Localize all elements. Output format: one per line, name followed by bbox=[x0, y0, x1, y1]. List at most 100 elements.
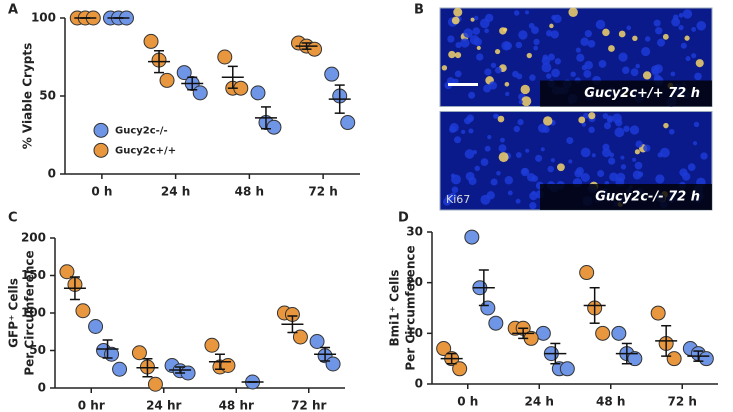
nucleus bbox=[602, 113, 609, 119]
data-point bbox=[559, 361, 575, 377]
nucleus bbox=[494, 66, 502, 74]
caption: Gucy2c+/+ 72 h bbox=[584, 86, 700, 101]
nucleus bbox=[635, 63, 640, 69]
nucleus bbox=[662, 33, 669, 40]
nucleus bbox=[547, 165, 554, 173]
nucleus bbox=[515, 198, 521, 204]
stain-label: Ki67 bbox=[446, 193, 470, 206]
data-point bbox=[204, 337, 220, 353]
nucleus bbox=[678, 12, 684, 18]
nucleus bbox=[644, 36, 651, 42]
nucleus bbox=[498, 144, 507, 153]
data-point bbox=[250, 85, 266, 101]
nucleus bbox=[580, 37, 589, 47]
data-point bbox=[112, 361, 128, 377]
nucleus bbox=[656, 38, 666, 47]
data-point bbox=[488, 315, 504, 331]
nucleus bbox=[463, 28, 473, 38]
nucleus bbox=[679, 168, 688, 177]
nucleus bbox=[449, 192, 457, 201]
caption-box bbox=[540, 80, 712, 107]
nucleus bbox=[663, 122, 669, 129]
nucleus bbox=[670, 71, 676, 77]
nucleus bbox=[622, 66, 630, 74]
nucleus bbox=[455, 42, 462, 49]
nucleus bbox=[468, 128, 474, 134]
caption: Gucy2c-/- 72 h bbox=[595, 190, 700, 205]
y-tick-label: 50 bbox=[29, 343, 46, 357]
data-point bbox=[436, 341, 452, 357]
nucleus bbox=[643, 144, 651, 152]
nucleus bbox=[516, 73, 523, 80]
nucleus bbox=[554, 58, 561, 65]
nucleus bbox=[465, 171, 475, 181]
nucleus bbox=[680, 42, 687, 49]
nucleus bbox=[541, 62, 552, 73]
nucleus bbox=[507, 190, 513, 196]
x-tick-label: 0 h bbox=[457, 395, 478, 409]
nucleus bbox=[486, 191, 495, 200]
nucleus bbox=[615, 119, 623, 127]
nucleus bbox=[452, 78, 459, 85]
data-point bbox=[143, 33, 159, 49]
nucleus bbox=[501, 41, 511, 51]
nucleus bbox=[659, 147, 670, 158]
nucleus bbox=[692, 141, 698, 146]
data-point bbox=[217, 49, 233, 65]
data-point bbox=[452, 361, 468, 377]
nucleus bbox=[472, 27, 481, 35]
panel-label: A bbox=[8, 3, 18, 18]
nucleus bbox=[626, 25, 632, 31]
nucleus bbox=[515, 152, 522, 158]
nucleus bbox=[460, 38, 470, 48]
data-point bbox=[325, 356, 341, 372]
data-point bbox=[266, 119, 282, 135]
nucleus bbox=[474, 165, 480, 172]
nucleus bbox=[694, 72, 702, 81]
nucleus bbox=[580, 147, 591, 158]
nucleus bbox=[570, 71, 576, 77]
nucleus bbox=[529, 191, 538, 201]
data-point bbox=[480, 300, 496, 316]
nucleus bbox=[454, 136, 462, 144]
nucleus bbox=[578, 116, 586, 124]
nucleus bbox=[529, 202, 537, 210]
nucleus bbox=[537, 123, 548, 133]
nucleus bbox=[691, 26, 697, 32]
nucleus bbox=[671, 17, 681, 27]
nucleus bbox=[550, 158, 555, 163]
nucleus bbox=[608, 45, 615, 52]
x-tick-label: 24 h bbox=[161, 185, 190, 199]
nucleus bbox=[476, 45, 481, 51]
nucleus bbox=[575, 47, 581, 53]
nucleus bbox=[580, 173, 590, 182]
nucleus bbox=[497, 115, 505, 123]
nucleus bbox=[618, 30, 626, 38]
data-point bbox=[324, 66, 340, 82]
nucleus bbox=[518, 30, 528, 40]
y-tick-label: 200 bbox=[21, 231, 46, 245]
nucleus bbox=[568, 159, 573, 164]
data-point bbox=[650, 305, 666, 321]
nucleus bbox=[588, 112, 596, 120]
nucleus bbox=[684, 35, 690, 41]
nucleus bbox=[551, 68, 560, 78]
x-tick-label: 48 hr bbox=[219, 399, 254, 412]
data-point bbox=[579, 265, 595, 281]
nucleus bbox=[584, 60, 593, 70]
nucleus bbox=[598, 60, 607, 68]
nucleus bbox=[608, 157, 616, 165]
nucleus bbox=[515, 41, 523, 49]
nucleus bbox=[488, 81, 498, 90]
nucleus bbox=[607, 115, 614, 122]
nucleus bbox=[568, 7, 578, 18]
y-tick-label: 0 bbox=[48, 167, 56, 181]
data-point bbox=[131, 345, 147, 361]
y-axis-label: GFP⁺ Cells bbox=[7, 278, 21, 348]
nucleus bbox=[484, 28, 489, 34]
nucleus bbox=[524, 10, 530, 15]
nucleus bbox=[618, 52, 628, 62]
nucleus bbox=[591, 153, 596, 158]
nucleus bbox=[484, 145, 491, 152]
